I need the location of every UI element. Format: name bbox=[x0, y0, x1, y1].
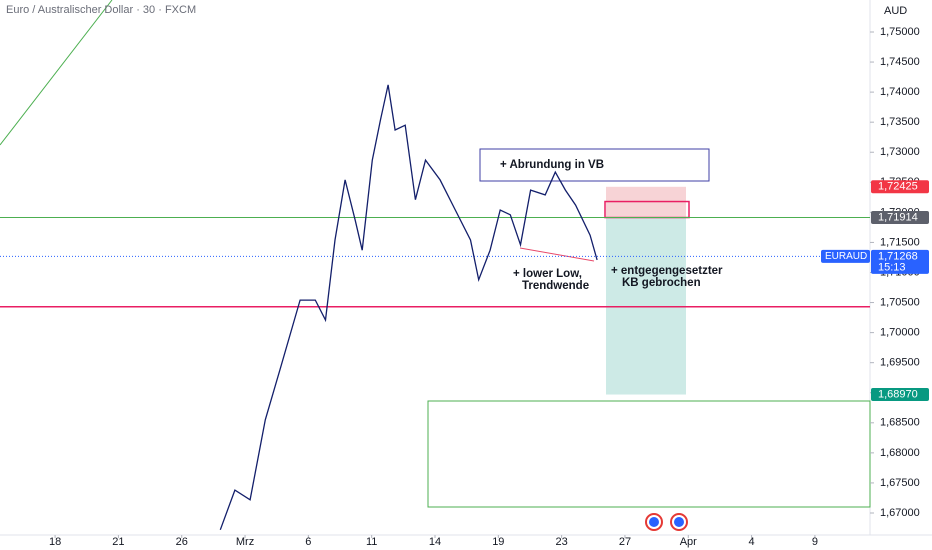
y-tick-label: 1,73000 bbox=[880, 146, 920, 158]
x-tick-label: 4 bbox=[749, 536, 755, 548]
y-tick-label: 1,67500 bbox=[880, 477, 920, 489]
x-tick-label: 11 bbox=[366, 536, 377, 548]
zone-box bbox=[427, 400, 871, 508]
event-icon bbox=[674, 517, 684, 527]
price-label-bg bbox=[871, 388, 929, 402]
chart-title: Euro / Australischer Dollar · 30 · FXCM bbox=[6, 4, 196, 16]
y-tick-label: 1,73500 bbox=[880, 116, 920, 128]
price-label: 1,71914 bbox=[878, 211, 918, 223]
y-tick-label: 1,74500 bbox=[880, 56, 920, 68]
x-tick-label: 21 bbox=[112, 536, 124, 548]
x-tick-label: Mrz bbox=[236, 536, 254, 548]
x-tick-label: 27 bbox=[619, 536, 631, 548]
annotation: + Abrundung in VB bbox=[500, 159, 604, 171]
currency: AUD bbox=[884, 5, 907, 17]
x-tick-label: 19 bbox=[492, 536, 504, 548]
x-tick-label: 18 bbox=[49, 536, 61, 548]
price-label: 1,71268 bbox=[878, 250, 918, 262]
annotation: + lower Low, bbox=[513, 268, 582, 280]
y-tick-label: 1,68500 bbox=[880, 417, 920, 429]
price-line-series bbox=[219, 84, 598, 531]
trend-line bbox=[0, 0, 113, 146]
price-label-bg bbox=[871, 180, 929, 194]
price-label: 1,72425 bbox=[878, 181, 918, 193]
y-tick-label: 1,67000 bbox=[880, 507, 920, 519]
annotation: + entgegengesetzter bbox=[611, 265, 723, 277]
y-tick-label: 1,70500 bbox=[880, 296, 920, 308]
x-tick-label: 26 bbox=[176, 536, 188, 548]
x-tick-label: Apr bbox=[680, 536, 697, 548]
annotation: Trendwende bbox=[522, 280, 589, 292]
event-icon bbox=[649, 517, 659, 527]
y-tick-label: 1,70000 bbox=[880, 327, 920, 339]
symbol-label-bg bbox=[821, 249, 870, 263]
y-tick-label: 1,69500 bbox=[880, 357, 920, 369]
x-tick-label: 6 bbox=[305, 536, 311, 548]
y-tick-label: 1,75000 bbox=[880, 26, 920, 38]
x-tick-label: 9 bbox=[812, 536, 818, 548]
note-box bbox=[479, 148, 710, 182]
y-tick-label: 1,74000 bbox=[880, 86, 920, 98]
arrow bbox=[519, 247, 595, 262]
countdown: 15:13 bbox=[878, 261, 906, 273]
price-label-bg bbox=[871, 211, 929, 225]
x-tick-label: 23 bbox=[556, 536, 568, 548]
annotation: KB gebrochen bbox=[622, 277, 701, 289]
price-label: 1,68970 bbox=[878, 388, 918, 400]
x-tick-label: 14 bbox=[429, 536, 441, 548]
y-tick-label: 1,68000 bbox=[880, 447, 920, 459]
price-label-bg bbox=[871, 249, 929, 274]
symbol-label: EURAUD bbox=[825, 251, 867, 262]
y-tick-label: 1,71500 bbox=[880, 236, 920, 248]
